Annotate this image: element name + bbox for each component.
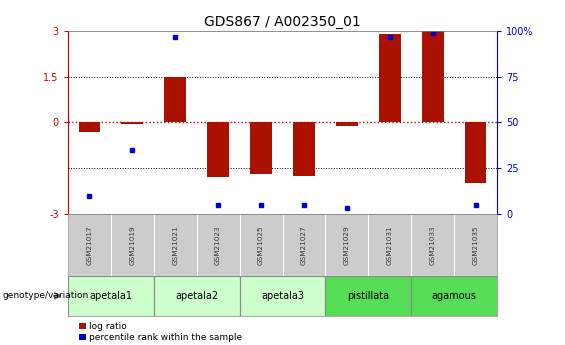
Text: GSM21017: GSM21017 <box>86 225 92 265</box>
Bar <box>121 122 143 124</box>
Bar <box>164 77 186 122</box>
Bar <box>250 122 272 174</box>
Bar <box>325 276 411 316</box>
Bar <box>79 122 100 132</box>
Text: pistillata: pistillata <box>347 291 389 301</box>
Bar <box>240 276 325 316</box>
Text: GSM21027: GSM21027 <box>301 225 307 265</box>
Text: GSM21029: GSM21029 <box>344 225 350 265</box>
Bar <box>207 122 229 177</box>
Text: GSM21031: GSM21031 <box>387 225 393 265</box>
Text: agamous: agamous <box>432 291 477 301</box>
Bar <box>465 122 486 184</box>
Text: apetala2: apetala2 <box>175 291 218 301</box>
Bar <box>293 122 315 176</box>
Text: apetala1: apetala1 <box>89 291 132 301</box>
Bar <box>379 34 401 122</box>
Bar <box>411 276 497 316</box>
Text: log ratio: log ratio <box>89 322 127 331</box>
Text: apetala3: apetala3 <box>261 291 304 301</box>
Text: GSM21035: GSM21035 <box>473 225 479 265</box>
Text: GSM21021: GSM21021 <box>172 225 178 265</box>
Text: genotype/variation: genotype/variation <box>3 291 89 300</box>
Text: GSM21033: GSM21033 <box>430 225 436 265</box>
Bar <box>154 276 240 316</box>
Text: percentile rank within the sample: percentile rank within the sample <box>89 333 242 342</box>
Bar <box>422 31 444 122</box>
Text: GSM21019: GSM21019 <box>129 225 135 265</box>
Bar <box>68 276 154 316</box>
Text: GSM21023: GSM21023 <box>215 225 221 265</box>
Text: GSM21025: GSM21025 <box>258 225 264 265</box>
Title: GDS867 / A002350_01: GDS867 / A002350_01 <box>204 14 361 29</box>
Bar <box>336 122 358 126</box>
